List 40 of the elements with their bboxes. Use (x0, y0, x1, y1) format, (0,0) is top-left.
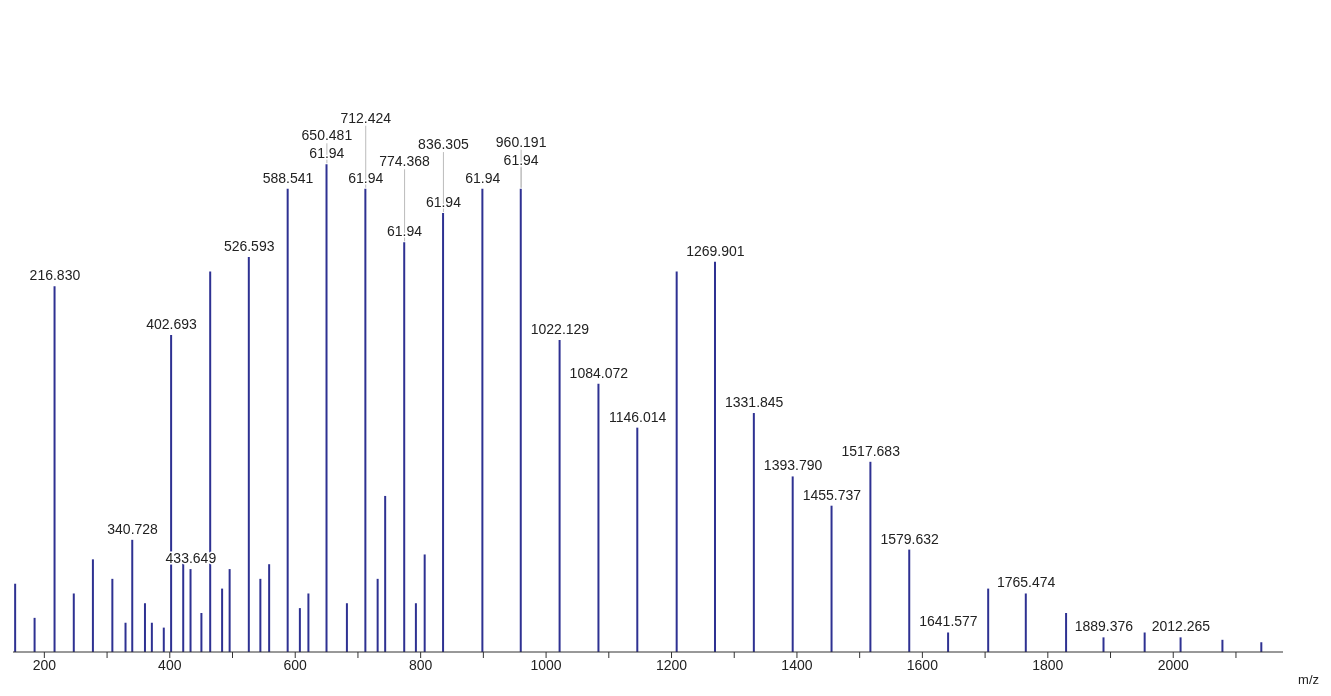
x-tick-label: 1200 (655, 656, 688, 673)
x-tick-label: 400 (158, 656, 182, 673)
x-tick-label: 600 (283, 656, 308, 673)
x-tick-label: 1000 (530, 656, 562, 673)
annotation: 340.728 (107, 520, 159, 537)
annotation: 1765.474 (996, 574, 1056, 591)
x-tick-label: 200 (32, 656, 57, 673)
annotation: 61.94 (503, 151, 539, 168)
annotation: 1889.376 (1074, 618, 1134, 635)
x-tick-label: 1800 (1032, 656, 1064, 673)
annotation: 1084.072 (569, 364, 629, 381)
annotation: 1455.737 (802, 486, 862, 503)
x-tick-label: 1600 (906, 656, 939, 673)
annotation: 1393.790 (763, 457, 823, 474)
annotation: 216.830 (29, 267, 81, 284)
annotation: 1022.129 (530, 320, 590, 337)
annotation: 1146.014 (608, 408, 667, 425)
annotation: 774.368 (379, 153, 431, 170)
annotation: 526.593 (223, 237, 275, 254)
x-tick-label: 1400 (781, 656, 813, 673)
annotation: 960.191 (495, 133, 547, 150)
annotation: 712.424 (340, 109, 392, 126)
x-tick-label: 800 (408, 656, 433, 673)
annotation: 1579.632 (880, 530, 940, 547)
x-axis-title: m/z (1298, 672, 1319, 687)
annotation: 2012.265 (1151, 618, 1211, 635)
annotation: 61.94 (309, 145, 345, 162)
annotation: 402.693 (146, 316, 197, 332)
annotation: 61.94 (465, 169, 501, 186)
annotation: 61.94 (348, 169, 384, 186)
annotation: 61.94 (425, 194, 462, 211)
annotation: 1269.901 (686, 242, 745, 259)
annotation: 61.94 (387, 223, 423, 240)
annotation: 588.541 (262, 169, 314, 186)
annotation: 1641.577 (919, 613, 978, 630)
annotation: 650.481 (301, 127, 353, 144)
annotation: 836.305 (418, 136, 469, 153)
x-tick-label: 2000 (1157, 656, 1190, 673)
annotation: 1517.683 (841, 442, 901, 459)
annotation: 1331.845 (725, 394, 784, 411)
